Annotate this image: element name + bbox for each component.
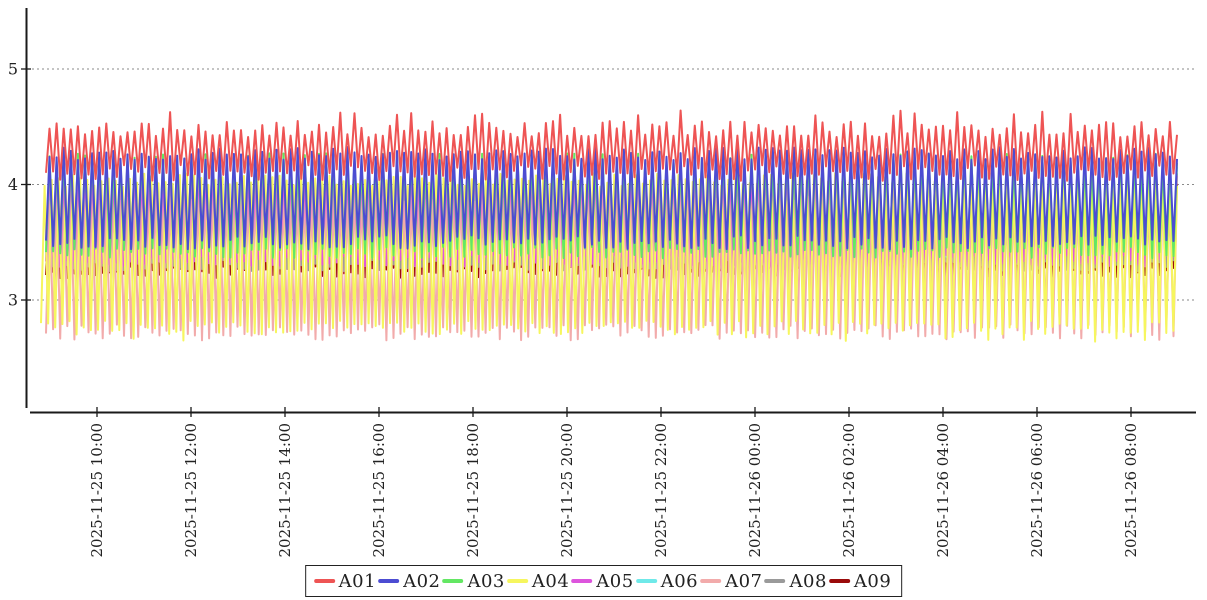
x-tick-label: 2025-11-25 10:00: [88, 423, 106, 557]
series-line-a02: [45, 145, 1178, 251]
x-tick-label: 2025-11-25 18:00: [464, 423, 482, 557]
x-tick-label: 2025-11-26 08:00: [1122, 423, 1140, 557]
legend-label-a09: A09: [853, 570, 892, 592]
legend-label-a02: A02: [403, 570, 441, 592]
axes: [25, 8, 1196, 414]
legend-swatch-a03: [442, 579, 464, 583]
legend-item-a03: A03: [442, 571, 504, 592]
series-lines: [40, 109, 1178, 343]
y-tick-label: 3: [8, 291, 18, 310]
legend-swatch-a07: [700, 579, 722, 583]
legend-item-a08: A08: [764, 570, 827, 592]
x-tick-label: 2025-11-25 22:00: [652, 423, 670, 557]
x-tick-label: 2025-11-26 04:00: [934, 423, 952, 557]
series-line-a04: [40, 172, 1178, 343]
legend-swatch-a01: [313, 579, 335, 583]
legend-label-a08: A08: [789, 570, 827, 592]
legend-swatch-a08: [764, 579, 786, 583]
x-tick-label: 2025-11-25 16:00: [370, 423, 388, 557]
legend-label-a03: A03: [467, 570, 505, 592]
legend-swatch-a06: [635, 579, 657, 583]
x-tick-label: 2025-11-26 02:00: [840, 423, 858, 557]
x-tick-label: 2025-11-25 12:00: [182, 423, 200, 557]
legend-label-a04: A04: [531, 570, 570, 592]
legend-swatch-a02: [378, 579, 400, 583]
series-line-a01: [45, 109, 1178, 182]
legend-item-a01: A01: [313, 570, 377, 592]
x-tick-label: 2025-11-25 14:00: [276, 423, 294, 557]
legend-swatch-a04: [506, 579, 528, 583]
x-tick-labels: 2025-11-25 10:00 2025-11-25 12:00 2025-11-…: [88, 407, 1140, 557]
legend-item-a05: A05: [571, 571, 633, 592]
legend-label-a06: A06: [660, 570, 699, 592]
legend: A01 A02 A03 A04 A05 A06 A07 A08 A09: [304, 565, 903, 597]
x-tick-label: 2025-11-26 00:00: [746, 423, 764, 557]
legend-item-a07: A07: [700, 571, 762, 592]
y-tick-label: 5: [8, 60, 18, 79]
x-tick-label: 2025-11-25 20:00: [558, 423, 576, 557]
legend-item-a02: A02: [378, 571, 440, 592]
y-tick-label: 4: [8, 175, 18, 194]
legend-swatch-a09: [828, 579, 850, 583]
legend-swatch-a05: [571, 579, 593, 583]
legend-label-a01: A01: [338, 570, 377, 592]
legend-item-a09: A09: [828, 570, 892, 592]
y-tick-labels: 5 4 3: [8, 60, 31, 310]
legend-item-a04: A04: [506, 570, 570, 592]
legend-item-a06: A06: [635, 570, 699, 592]
legend-label-a07: A07: [725, 570, 763, 592]
x-tick-label: 2025-11-26 06:00: [1028, 423, 1046, 557]
legend-label-a05: A05: [596, 570, 634, 592]
